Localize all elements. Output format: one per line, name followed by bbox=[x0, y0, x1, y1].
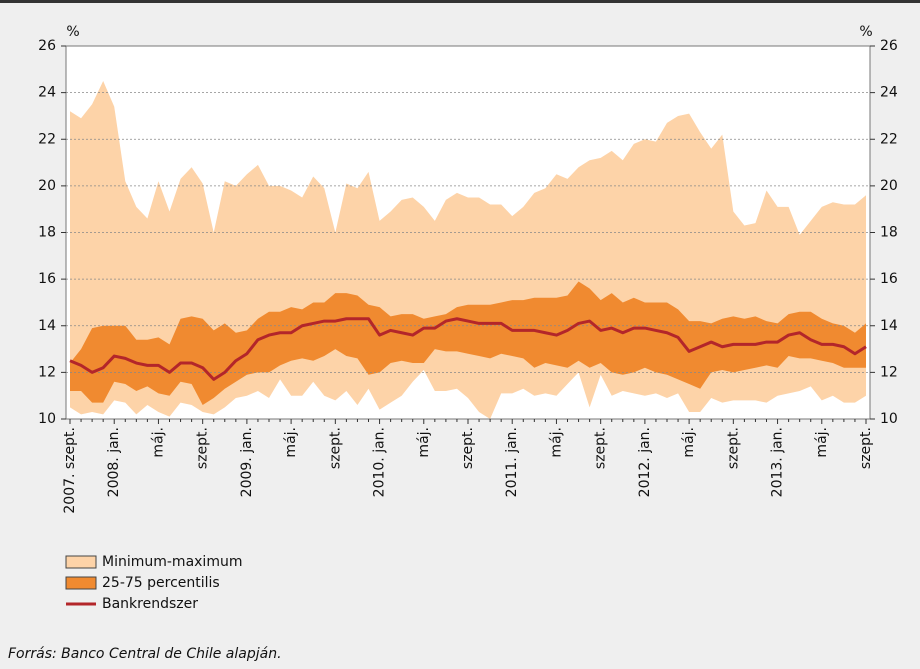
legend-label: Minimum-maximum bbox=[102, 554, 242, 570]
y2-tick-label: 24 bbox=[880, 85, 898, 101]
range-band bbox=[70, 281, 866, 406]
x-tick-label: szept. bbox=[593, 427, 609, 469]
y2-unit: % bbox=[859, 24, 872, 40]
x-tick-label: máj. bbox=[814, 427, 830, 458]
x-tick-label: 2008. jan. bbox=[106, 427, 122, 497]
legend-swatch bbox=[65, 555, 97, 569]
y-tick-label: 18 bbox=[38, 225, 56, 241]
legend-label: 25-75 percentilis bbox=[102, 575, 220, 591]
x-tick-label: máj. bbox=[681, 427, 697, 458]
x-tick-label: máj. bbox=[548, 427, 564, 458]
x-tick-label: 2011. jan. bbox=[504, 427, 520, 497]
y-tick-label: 24 bbox=[38, 85, 56, 101]
y2-tick-label: 18 bbox=[880, 225, 898, 241]
x-tick-label: máj. bbox=[416, 427, 432, 458]
y-tick-label: 16 bbox=[38, 271, 56, 287]
y2-tick-label: 26 bbox=[880, 38, 898, 54]
x-tick-label: szept. bbox=[725, 427, 741, 469]
x-tick-label: máj. bbox=[150, 427, 166, 458]
y-tick-label: 12 bbox=[38, 364, 56, 380]
y2-tick-label: 22 bbox=[880, 131, 898, 147]
y2-tick-label: 12 bbox=[880, 364, 898, 380]
x-tick-label: 2009. jan. bbox=[239, 427, 255, 497]
x-tick-label: 2007. szept. bbox=[62, 427, 78, 514]
x-tick-label: 2013. jan. bbox=[770, 427, 786, 497]
y-tick-label: 14 bbox=[38, 318, 56, 334]
x-tick-label: szept. bbox=[327, 427, 343, 469]
x-tick-label: máj. bbox=[283, 427, 299, 458]
y-tick-label: 26 bbox=[38, 38, 56, 54]
legend-swatch bbox=[65, 576, 97, 590]
y2-tick-label: 10 bbox=[880, 411, 898, 427]
y-tick-label: 10 bbox=[38, 411, 56, 427]
line bbox=[69, 317, 867, 381]
plot bbox=[66, 45, 870, 420]
y-unit: % bbox=[66, 24, 79, 40]
y-tick-label: 20 bbox=[38, 178, 56, 194]
y-tick-label: 22 bbox=[38, 131, 56, 147]
x-tick-label: 2010. jan. bbox=[372, 427, 388, 497]
x-tick-label: szept. bbox=[195, 427, 211, 469]
top-border bbox=[0, 0, 920, 3]
source: Forrás: Banco Central de Chile alapján. bbox=[8, 646, 282, 662]
x-tick-label: szept. bbox=[858, 427, 874, 469]
y2-tick-label: 14 bbox=[880, 318, 898, 334]
legend-label: Bankrendszer bbox=[102, 596, 198, 612]
x-tick-label: szept. bbox=[460, 427, 476, 469]
y2-tick-label: 16 bbox=[880, 271, 898, 287]
y2-tick-label: 20 bbox=[880, 178, 898, 194]
x-tick-label: 2012. jan. bbox=[637, 427, 653, 497]
